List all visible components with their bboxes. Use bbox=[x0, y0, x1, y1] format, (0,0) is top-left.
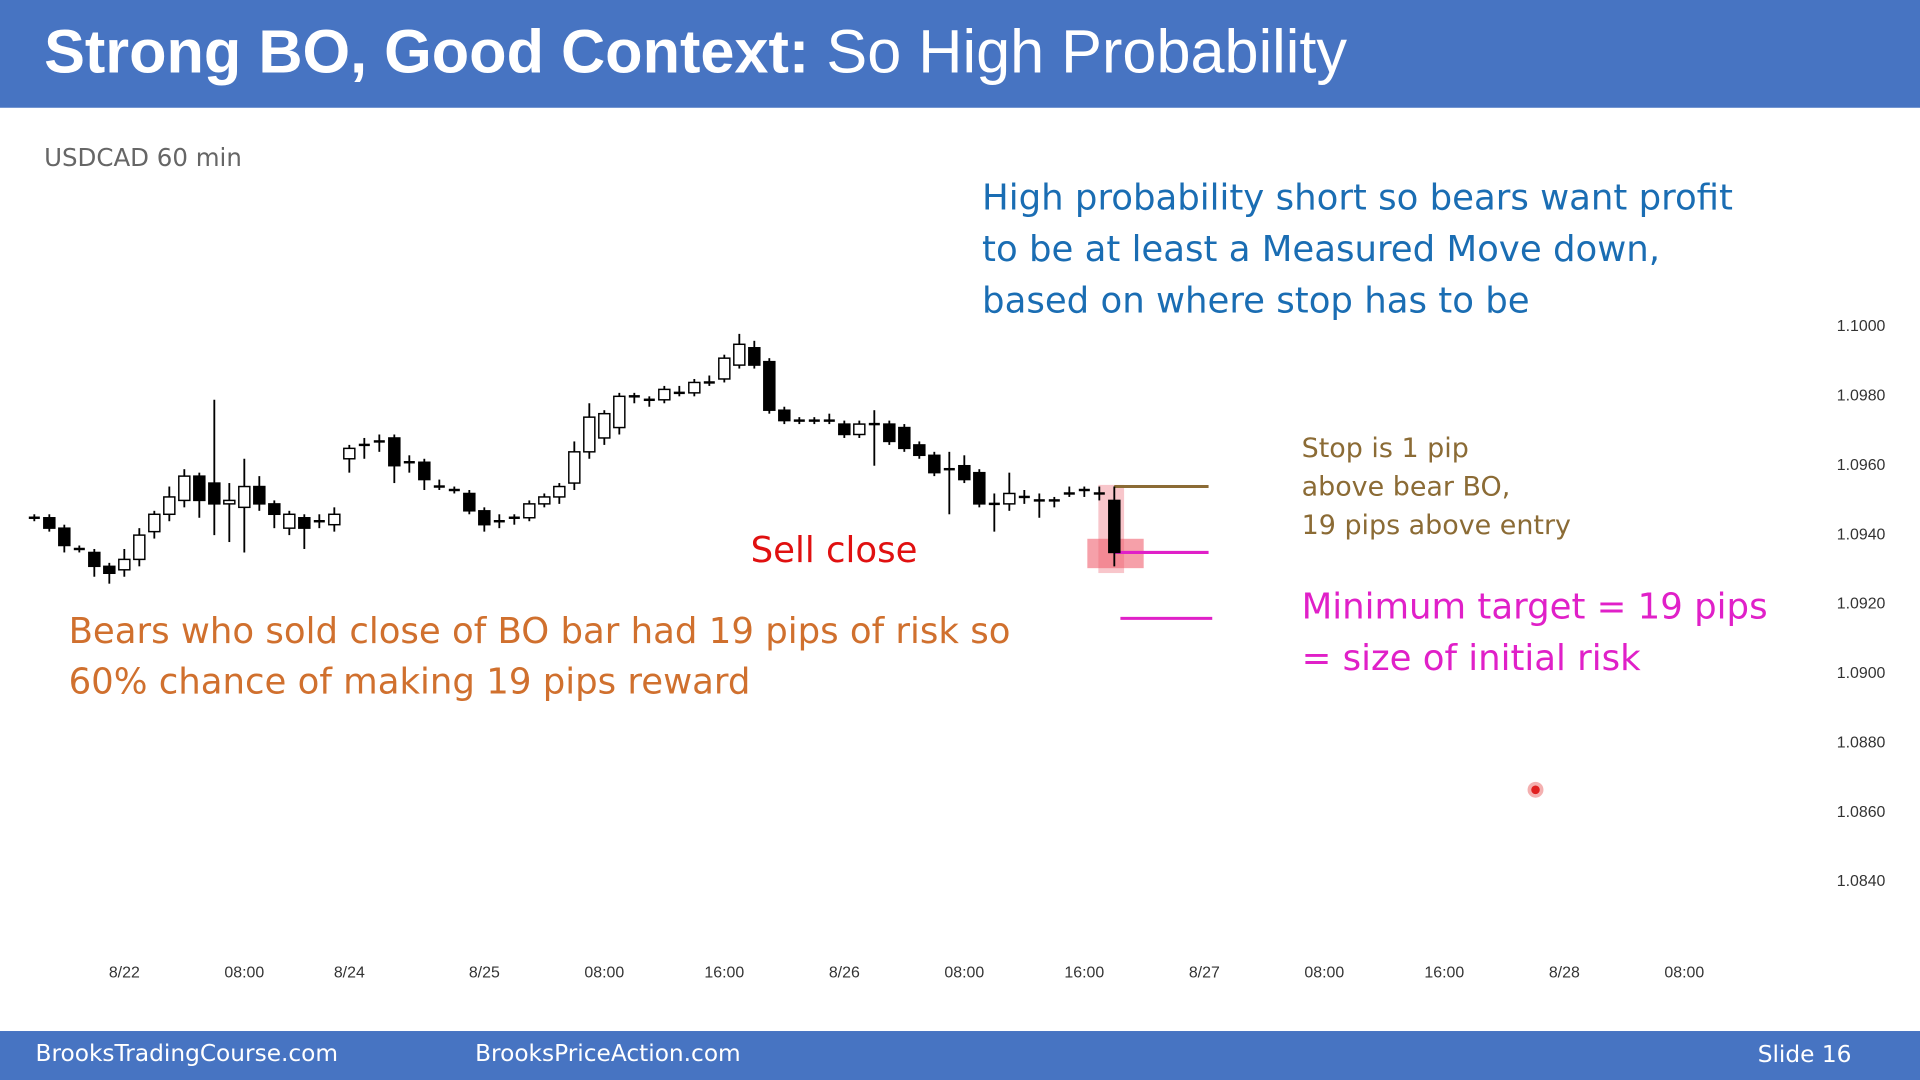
candle-body bbox=[763, 360, 776, 411]
annotation: Bears who sold close of BO bar had 19 pi… bbox=[69, 611, 1011, 652]
title-regular: So High Probability bbox=[826, 17, 1347, 85]
candle-body bbox=[208, 482, 221, 505]
y-tick-label: 1.0920 bbox=[1837, 596, 1886, 613]
candle-body bbox=[193, 475, 206, 502]
x-tick-label: 8/27 bbox=[1189, 965, 1220, 982]
header-bar bbox=[0, 0, 1920, 108]
x-tick-label: 08:00 bbox=[224, 965, 264, 982]
candle-body bbox=[913, 444, 926, 457]
candle-body bbox=[778, 409, 791, 422]
candle-body bbox=[733, 343, 746, 366]
candle-body bbox=[178, 475, 191, 502]
x-tick-label: 16:00 bbox=[1064, 965, 1104, 982]
candle-body bbox=[748, 347, 761, 366]
y-tick-label: 1.0980 bbox=[1837, 388, 1886, 405]
x-tick-label: 8/26 bbox=[829, 965, 860, 982]
plot: 1.1000 1.0980 1.0960 1.0940 1.0920 1.0900 1.08… bbox=[28, 178, 1886, 982]
annotation: 60% chance of making 19 pips reward bbox=[69, 661, 751, 702]
annotation: High probability short so bears want pro… bbox=[982, 178, 1733, 219]
candle-body bbox=[268, 503, 281, 516]
candle-body bbox=[1108, 499, 1121, 554]
x-tick-label: 8/22 bbox=[109, 965, 140, 982]
candle-body bbox=[538, 496, 551, 505]
candle-body bbox=[613, 395, 626, 429]
x-tick-label: 08:00 bbox=[584, 965, 624, 982]
x-tick-label: 8/28 bbox=[1549, 965, 1580, 982]
candle-body bbox=[568, 451, 581, 484]
candle-body bbox=[838, 423, 851, 436]
candle-body bbox=[523, 503, 536, 519]
candle-body bbox=[253, 485, 266, 505]
footer-center: BrooksPriceAction.com bbox=[475, 1040, 741, 1067]
y-tick-label: 1.0860 bbox=[1837, 804, 1886, 821]
footer-left: BrooksTradingCourse.com bbox=[36, 1040, 339, 1067]
candle-body bbox=[43, 517, 56, 529]
candle-body bbox=[973, 471, 986, 505]
candle-body bbox=[598, 412, 611, 439]
annotation: Sell close bbox=[751, 530, 918, 571]
annotation: to be at least a Measured Move down, bbox=[982, 229, 1660, 270]
candle-body bbox=[718, 357, 731, 380]
x-tick-label: 16:00 bbox=[704, 965, 744, 982]
annotation: 19 pips above entry bbox=[1302, 510, 1571, 541]
candle-body bbox=[883, 423, 896, 443]
candle-body bbox=[298, 517, 311, 529]
candle-body bbox=[583, 416, 596, 453]
candle-body bbox=[928, 454, 941, 474]
candle-body bbox=[553, 485, 566, 498]
slide-number: Slide 16 bbox=[1758, 1041, 1852, 1068]
y-tick-label: 1.0940 bbox=[1837, 526, 1886, 543]
candle-body bbox=[463, 492, 476, 512]
candle-body bbox=[88, 551, 101, 568]
candle-body bbox=[58, 527, 71, 547]
y-tick-label: 1.0840 bbox=[1837, 873, 1886, 890]
candle-body bbox=[103, 565, 116, 574]
annotation: Stop is 1 pip bbox=[1302, 433, 1469, 464]
candle-body bbox=[118, 558, 131, 571]
candle-body bbox=[133, 534, 146, 561]
candle-body bbox=[958, 464, 971, 481]
y-tick-label: 1.0960 bbox=[1837, 457, 1886, 474]
title-bold: Strong BO, Good Context: bbox=[44, 17, 809, 85]
candle-body bbox=[343, 447, 356, 460]
candle-body bbox=[418, 461, 431, 481]
annotation: Minimum target = 19 pips bbox=[1302, 587, 1768, 628]
candle-body bbox=[478, 510, 491, 526]
candle-body bbox=[658, 388, 671, 401]
y-tick-label: 1.1000 bbox=[1837, 318, 1886, 335]
cursor bbox=[1527, 781, 1544, 798]
candle-body bbox=[238, 485, 251, 509]
x-tick-label: 08:00 bbox=[1664, 965, 1704, 982]
y-tick-label: 1.0880 bbox=[1837, 734, 1886, 751]
candle-body bbox=[163, 496, 176, 516]
x-tick-label: 08:00 bbox=[944, 965, 984, 982]
footer-bar bbox=[0, 1031, 1920, 1080]
candle-body bbox=[898, 426, 911, 450]
candle-body bbox=[283, 513, 296, 529]
y-tick-label: 1.0900 bbox=[1837, 665, 1886, 682]
x-tick-label: 8/25 bbox=[469, 965, 500, 982]
annotation: based on where stop has to be bbox=[982, 280, 1530, 321]
annotation: above bear BO, bbox=[1302, 471, 1511, 502]
slide-title: Strong BO, Good Context: So High Probabil… bbox=[44, 17, 1347, 85]
candle-body bbox=[148, 513, 161, 533]
candle-body bbox=[328, 513, 341, 526]
annotation: = size of initial risk bbox=[1302, 638, 1642, 679]
x-tick-label: 08:00 bbox=[1304, 965, 1344, 982]
candle-body bbox=[223, 499, 236, 505]
chart-subtitle: USDCAD 60 min bbox=[44, 143, 242, 172]
candle-body bbox=[853, 423, 866, 436]
candle-body bbox=[1003, 492, 1016, 505]
candle-body bbox=[688, 381, 701, 394]
candle-body bbox=[388, 437, 401, 467]
x-tick-label: 8/24 bbox=[334, 965, 365, 982]
x-tick-label: 16:00 bbox=[1424, 965, 1464, 982]
